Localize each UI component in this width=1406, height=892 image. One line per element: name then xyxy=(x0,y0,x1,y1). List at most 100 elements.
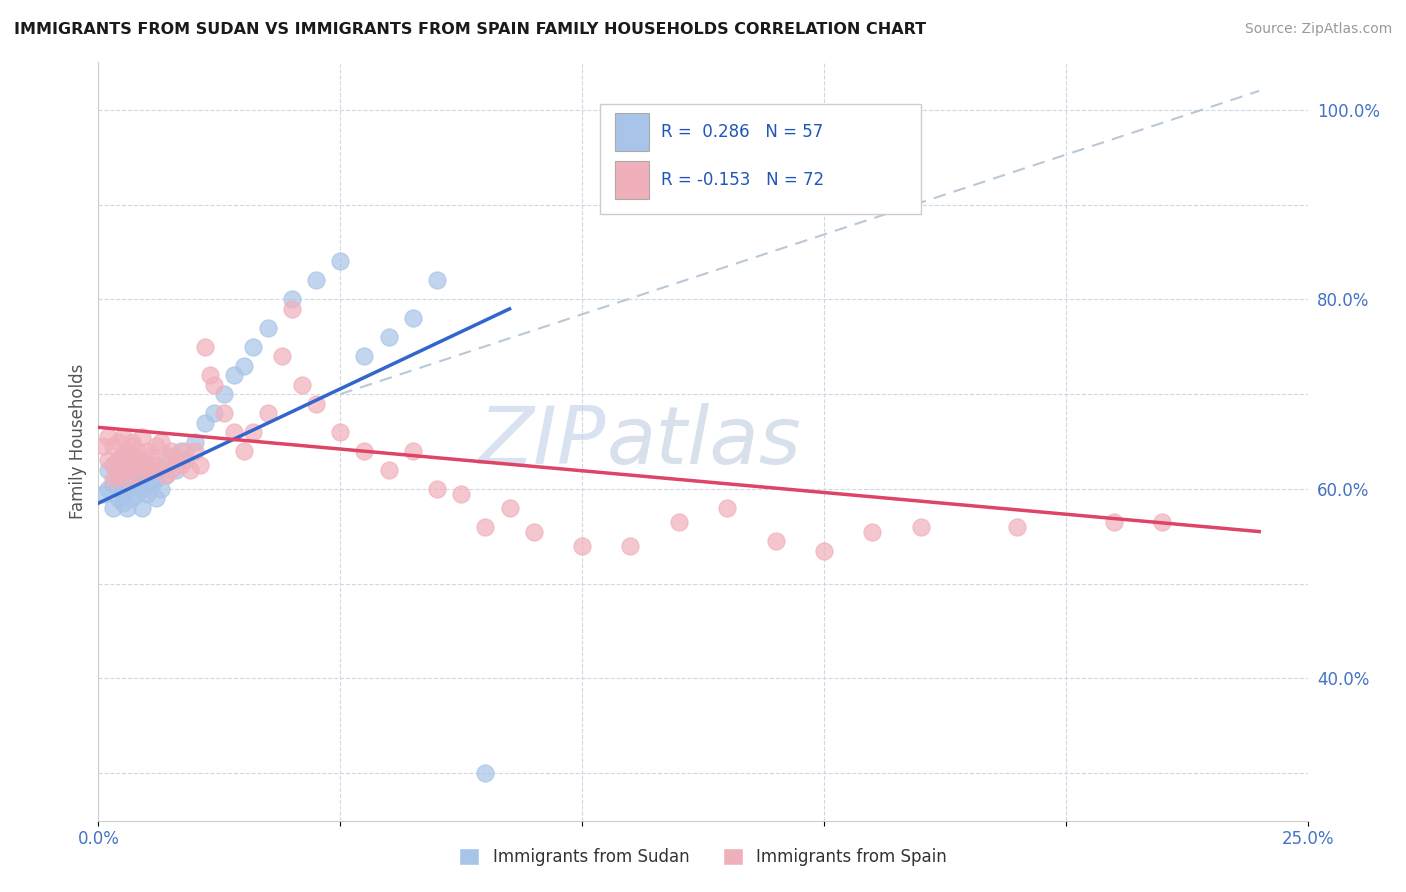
Point xyxy=(155,453,177,467)
Point xyxy=(188,458,211,473)
Point xyxy=(474,520,496,534)
Point xyxy=(107,434,129,449)
Point xyxy=(165,463,187,477)
Point xyxy=(1102,515,1125,529)
Point xyxy=(212,387,235,401)
Point xyxy=(135,463,157,477)
Point xyxy=(232,359,254,373)
Point xyxy=(160,444,183,458)
Point xyxy=(131,453,153,467)
Point xyxy=(135,467,157,482)
Point xyxy=(121,463,143,477)
Point xyxy=(179,463,201,477)
Point xyxy=(377,330,399,344)
Point xyxy=(765,534,787,549)
Point xyxy=(194,416,217,430)
Text: R = -0.153   N = 72: R = -0.153 N = 72 xyxy=(661,171,824,189)
Point xyxy=(813,543,835,558)
Point xyxy=(131,473,153,487)
Point xyxy=(127,486,149,500)
Point xyxy=(91,439,114,453)
Point xyxy=(242,340,264,354)
Point xyxy=(111,463,134,477)
Point xyxy=(716,500,738,515)
Point xyxy=(141,449,163,463)
Point xyxy=(155,467,177,482)
Point xyxy=(281,301,304,316)
Point xyxy=(107,467,129,482)
Point xyxy=(256,320,278,334)
Point xyxy=(121,434,143,449)
Point xyxy=(329,425,352,439)
Point xyxy=(121,477,143,491)
Point xyxy=(222,425,245,439)
Point xyxy=(619,539,641,553)
Point xyxy=(474,766,496,780)
Point xyxy=(155,467,177,482)
Point xyxy=(910,520,932,534)
Point xyxy=(141,458,163,473)
Point xyxy=(290,377,312,392)
Point xyxy=(117,444,139,458)
Point xyxy=(127,467,149,482)
Legend: Immigrants from Sudan, Immigrants from Spain: Immigrants from Sudan, Immigrants from S… xyxy=(451,840,955,875)
Point xyxy=(101,458,124,473)
Text: R =  0.286   N = 57: R = 0.286 N = 57 xyxy=(661,123,823,141)
Point xyxy=(426,273,449,287)
Point xyxy=(212,406,235,420)
Point xyxy=(271,349,294,363)
Bar xyxy=(614,161,648,199)
Point xyxy=(498,500,520,515)
Point xyxy=(668,515,690,529)
Point xyxy=(169,444,191,458)
Point xyxy=(174,453,197,467)
Text: Source: ZipAtlas.com: Source: ZipAtlas.com xyxy=(1244,22,1392,37)
Point xyxy=(131,500,153,515)
Point xyxy=(169,458,191,473)
Point xyxy=(117,467,139,482)
Point xyxy=(184,434,207,449)
Point xyxy=(101,458,124,473)
Point xyxy=(107,453,129,467)
Point xyxy=(450,486,472,500)
Point xyxy=(150,434,173,449)
Point xyxy=(97,453,120,467)
Point xyxy=(117,449,139,463)
Point xyxy=(160,449,183,463)
Point xyxy=(127,444,149,458)
Point xyxy=(97,463,120,477)
Point xyxy=(145,458,167,473)
Point xyxy=(860,524,883,539)
Point xyxy=(107,467,129,482)
Point xyxy=(426,482,449,496)
Point xyxy=(281,293,304,307)
Point xyxy=(101,439,124,453)
Text: ZIP: ZIP xyxy=(479,402,606,481)
Point xyxy=(121,439,143,453)
Point xyxy=(194,340,217,354)
Point xyxy=(256,406,278,420)
Point xyxy=(402,311,425,326)
Point xyxy=(145,439,167,453)
Point xyxy=(174,444,197,458)
Point xyxy=(198,368,221,383)
Point xyxy=(353,349,375,363)
Point xyxy=(91,486,114,500)
Point xyxy=(184,444,207,458)
Point xyxy=(204,406,226,420)
Point xyxy=(111,486,134,500)
Point xyxy=(131,482,153,496)
Point xyxy=(150,482,173,496)
Point xyxy=(1152,515,1174,529)
Point xyxy=(150,463,173,477)
Point xyxy=(101,477,124,491)
Point xyxy=(117,458,139,473)
Point xyxy=(117,482,139,496)
FancyBboxPatch shape xyxy=(600,104,921,214)
Point xyxy=(111,482,134,496)
Point xyxy=(222,368,245,383)
Point xyxy=(402,444,425,458)
Point xyxy=(111,430,134,444)
Point xyxy=(242,425,264,439)
Point xyxy=(121,453,143,467)
